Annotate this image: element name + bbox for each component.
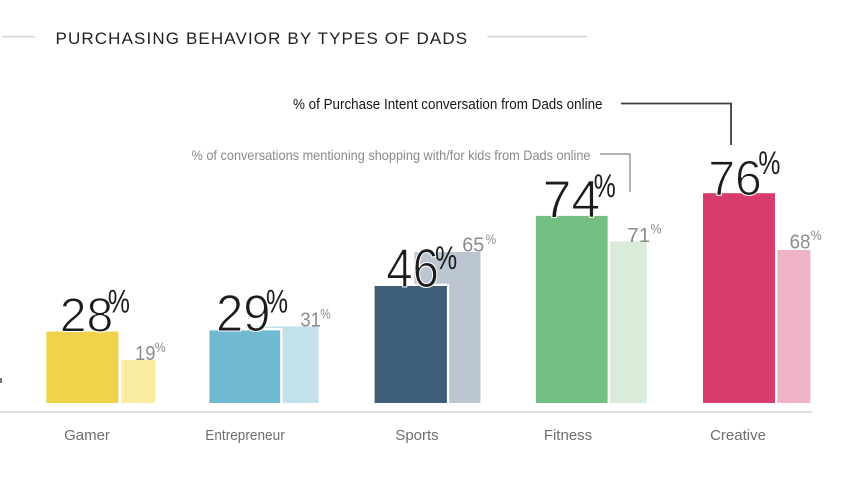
- svg-text:% of conversations mentioning: % of conversations mentioning shopping w…: [192, 147, 591, 163]
- svg-text:Creative: Creative: [710, 427, 766, 444]
- svg-text:%: %: [155, 339, 166, 355]
- svg-text:%: %: [594, 168, 616, 204]
- svg-text:%: %: [320, 306, 331, 322]
- svg-text:PURCHASING BEHAVIOR BY TYPES O: PURCHASING BEHAVIOR BY TYPES OF DADS: [56, 29, 471, 48]
- svg-text:Sports: Sports: [395, 427, 438, 444]
- svg-text:19: 19: [135, 343, 156, 365]
- svg-text:46: 46: [386, 238, 439, 299]
- svg-text:68: 68: [790, 232, 811, 254]
- svg-text:%: %: [108, 284, 130, 320]
- svg-text:Gamer: Gamer: [64, 427, 110, 444]
- svg-text:%: %: [266, 283, 288, 319]
- svg-text:71: 71: [627, 225, 650, 247]
- svg-text:%: %: [435, 240, 457, 276]
- svg-text:Entrepreneur: Entrepreneur: [205, 427, 285, 444]
- svg-text:28: 28: [60, 288, 114, 342]
- svg-text:%: %: [811, 227, 822, 243]
- svg-text:29: 29: [216, 285, 271, 343]
- svg-text:74: 74: [543, 170, 601, 229]
- svg-text:76: 76: [708, 151, 762, 206]
- svg-text:Fitness: Fitness: [544, 427, 592, 444]
- svg-text:% of Purchase Intent conversat: % of Purchase Intent conversation from D…: [293, 96, 603, 113]
- svg-text:%: %: [651, 220, 662, 236]
- svg-text:31: 31: [300, 310, 321, 332]
- svg-text:%: %: [758, 145, 780, 181]
- svg-text:65: 65: [462, 235, 484, 257]
- svg-text:%: %: [486, 231, 497, 247]
